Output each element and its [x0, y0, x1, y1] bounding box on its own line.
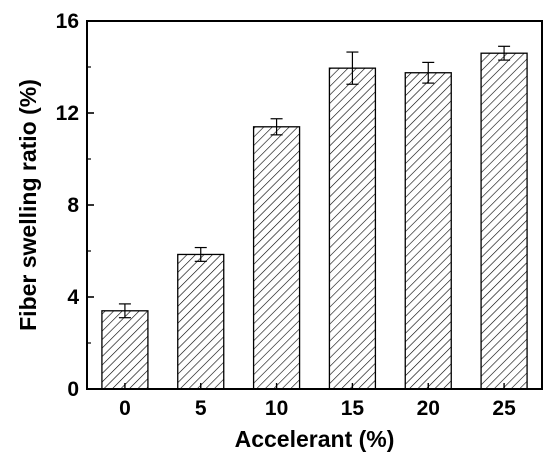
- error-bar-25: [498, 45, 511, 61]
- axes-layer: [86, 20, 543, 390]
- error-bar-10: [270, 118, 283, 136]
- x-tick-label: 5: [195, 397, 207, 420]
- x-tick-label: 0: [119, 397, 131, 420]
- error-bar-0: [118, 303, 131, 319]
- bar-15: [328, 67, 377, 390]
- x-axis-title: Accelerant (%): [235, 426, 395, 452]
- error-bar-20: [422, 61, 435, 84]
- x-tick-label: 20: [417, 397, 440, 420]
- error-bars-layer: [118, 45, 511, 319]
- y-axis-title: Fiber swelling ratio (%): [15, 79, 41, 331]
- ticks-layer: [87, 20, 505, 390]
- bar-20: [404, 72, 452, 390]
- y-tick-label: 0: [67, 378, 79, 401]
- y-tick-label: 4: [67, 286, 79, 309]
- bar-10: [252, 126, 301, 390]
- bar-5: [177, 253, 225, 390]
- y-tick-label: 16: [56, 10, 79, 33]
- y-tick-label: 12: [56, 102, 79, 125]
- x-tick-label: 10: [265, 397, 288, 420]
- x-tick-label: 15: [341, 397, 365, 420]
- bars-layer: [101, 52, 528, 390]
- y-tick-label: 8: [67, 194, 79, 217]
- plot-frame: [86, 20, 543, 390]
- bar-0: [101, 310, 149, 390]
- error-bar-15: [346, 51, 359, 85]
- error-bar-5: [194, 246, 207, 262]
- x-tick-label: 25: [492, 397, 516, 420]
- labels-layer: 0 4 8 12 16 0 5 10 15 20 25 Accelerant (%) Fiber swe…: [15, 10, 516, 452]
- bar-25: [480, 52, 528, 390]
